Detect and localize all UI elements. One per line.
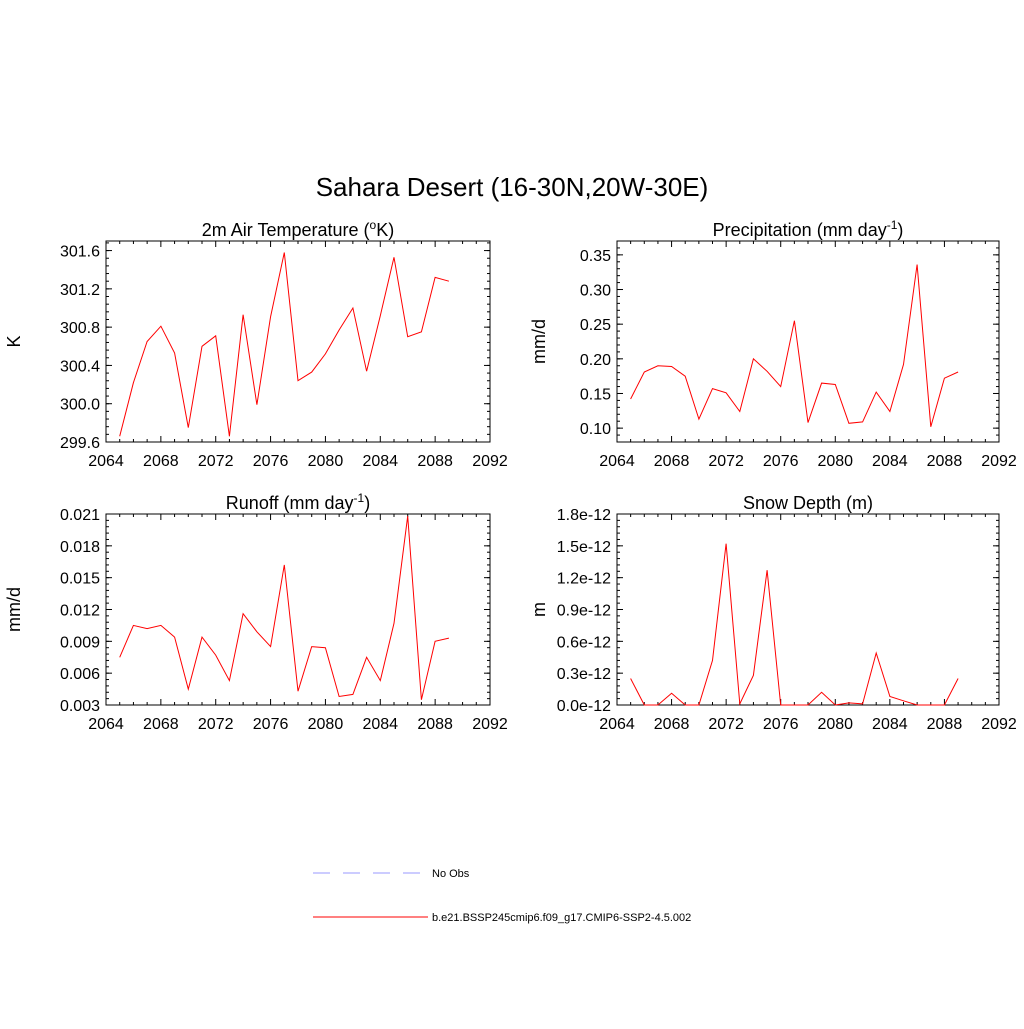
x-tick-label: 2072 bbox=[198, 716, 234, 733]
panel-air-temperature: 2m Air Temperature (oK) 2064 2068 2072 2076 2… bbox=[4, 218, 508, 470]
panel-snow-depth: Snow Depth (m) 2064 2068 2072 2076 2080 2084 20… bbox=[529, 493, 1017, 733]
x-tick-label: 2084 bbox=[872, 453, 908, 470]
x-tick-label: 2072 bbox=[708, 453, 744, 470]
x-tick-label: 2080 bbox=[308, 716, 344, 733]
x-tick-label: 2064 bbox=[88, 716, 124, 733]
x-tick-label: 2088 bbox=[417, 716, 453, 733]
x-tick-label: 2092 bbox=[981, 453, 1017, 470]
x-tick-label: 2084 bbox=[362, 716, 398, 733]
y-tick-label: 300.0 bbox=[60, 397, 100, 414]
y-tick-label: 0.35 bbox=[580, 248, 611, 265]
y-axis-label-air-temperature: K bbox=[4, 335, 24, 347]
y-tick-label: 1.2e-12 bbox=[557, 571, 611, 588]
x-tick-label: 2084 bbox=[872, 716, 908, 733]
y-tick-label: 1.8e-12 bbox=[557, 507, 611, 524]
panel-title-runoff: Runoff (mm day-1) bbox=[226, 491, 370, 513]
panel-title-snow-depth: Snow Depth (m) bbox=[743, 493, 873, 513]
x-tick-label: 2072 bbox=[198, 453, 234, 470]
y-tick-label: 0.015 bbox=[60, 571, 100, 588]
plot-frame-snow-depth bbox=[616, 513, 1000, 706]
x-tick-label: 2064 bbox=[88, 453, 124, 470]
y-axis-label-runoff: mm/d bbox=[4, 587, 24, 632]
y-tick-label: 1.5e-12 bbox=[557, 539, 611, 556]
y-tick-label: 0.018 bbox=[60, 539, 100, 556]
x-tick-label: 2088 bbox=[927, 453, 963, 470]
legend-label-no-obs: No Obs bbox=[432, 868, 470, 880]
plot-frame-precipitation bbox=[616, 240, 1000, 443]
y-tick-label: 0.009 bbox=[60, 634, 100, 651]
y-tick-label: 0.021 bbox=[60, 507, 100, 524]
y-tick-label: 299.6 bbox=[60, 435, 100, 452]
x-tick-label: 2092 bbox=[472, 453, 508, 470]
figure-title: Sahara Desert (16-30N,20W-30E) bbox=[316, 172, 709, 202]
series-line-runoff bbox=[119, 516, 450, 700]
y-tick-label: 0.10 bbox=[580, 421, 611, 438]
y-tick-label: 0.20 bbox=[580, 352, 611, 369]
y-tick-label: 0.012 bbox=[60, 603, 100, 620]
legend-label-model-run: b.e21.BSSP245cmip6.f09_g17.CMIP6-SSP2-4.… bbox=[432, 912, 691, 924]
legend: No Obs b.e21.BSSP245cmip6.f09_g17.CMIP6-… bbox=[313, 868, 691, 924]
x-tick-label: 2068 bbox=[143, 716, 179, 733]
x-tick-label: 2088 bbox=[927, 716, 963, 733]
y-tick-label: 0.006 bbox=[60, 666, 100, 683]
x-tick-label: 2092 bbox=[981, 716, 1017, 733]
y-tick-label: 0.15 bbox=[580, 386, 611, 403]
x-tick-label: 2076 bbox=[763, 453, 799, 470]
series-line-snow-depth bbox=[630, 543, 959, 706]
x-tick-label: 2068 bbox=[654, 453, 690, 470]
y-tick-label: 0.3e-12 bbox=[557, 666, 611, 683]
x-tick-label: 2092 bbox=[472, 716, 508, 733]
x-tick-label: 2064 bbox=[599, 716, 635, 733]
plot-frame-air-temperature bbox=[105, 240, 491, 443]
x-tick-label: 2072 bbox=[708, 716, 744, 733]
panel-title-precipitation: Precipitation (mm day-1) bbox=[713, 218, 904, 240]
x-tick-label: 2064 bbox=[599, 453, 635, 470]
y-tick-label: 0.9e-12 bbox=[557, 603, 611, 620]
y-tick-label: 0.0e-12 bbox=[557, 698, 611, 715]
y-tick-label: 0.003 bbox=[60, 698, 100, 715]
chart-panels: 2m Air Temperature (oK) 2064 2068 2072 2076 2… bbox=[4, 218, 1017, 733]
panel-runoff: Runoff (mm day-1) 2064 2068 2072 2076 2080 208… bbox=[4, 491, 508, 733]
y-tick-label: 300.4 bbox=[60, 358, 100, 375]
plot-frame-runoff bbox=[105, 513, 491, 706]
x-tick-label: 2076 bbox=[253, 453, 289, 470]
x-tick-label: 2068 bbox=[143, 453, 179, 470]
x-tick-label: 2080 bbox=[308, 453, 344, 470]
legend-item-no-obs: No Obs bbox=[313, 868, 470, 880]
legend-item-model-run: b.e21.BSSP245cmip6.f09_g17.CMIP6-SSP2-4.… bbox=[313, 912, 691, 924]
x-tick-label: 2080 bbox=[817, 716, 853, 733]
y-tick-label: 301.6 bbox=[60, 244, 100, 261]
y-tick-label: 0.6e-12 bbox=[557, 634, 611, 651]
x-tick-label: 2088 bbox=[417, 453, 453, 470]
y-tick-label: 0.25 bbox=[580, 317, 611, 334]
panel-precipitation: Precipitation (mm day-1) 2064 2068 2072 2076… bbox=[529, 218, 1017, 470]
x-tick-label: 2076 bbox=[763, 716, 799, 733]
series-line-air-temperature bbox=[119, 252, 450, 437]
x-tick-label: 2080 bbox=[817, 453, 853, 470]
y-tick-label: 301.2 bbox=[60, 282, 100, 299]
y-tick-label: 0.30 bbox=[580, 283, 611, 300]
y-tick-label: 300.8 bbox=[60, 320, 100, 337]
x-tick-label: 2068 bbox=[654, 716, 690, 733]
series-line-precipitation bbox=[630, 264, 959, 427]
y-axis-label-precipitation: mm/d bbox=[529, 319, 549, 364]
x-tick-label: 2084 bbox=[362, 453, 398, 470]
y-axis-label-snow-depth: m bbox=[529, 602, 549, 617]
panel-title-air-temperature: 2m Air Temperature (oK) bbox=[202, 218, 394, 240]
x-tick-label: 2076 bbox=[253, 716, 289, 733]
